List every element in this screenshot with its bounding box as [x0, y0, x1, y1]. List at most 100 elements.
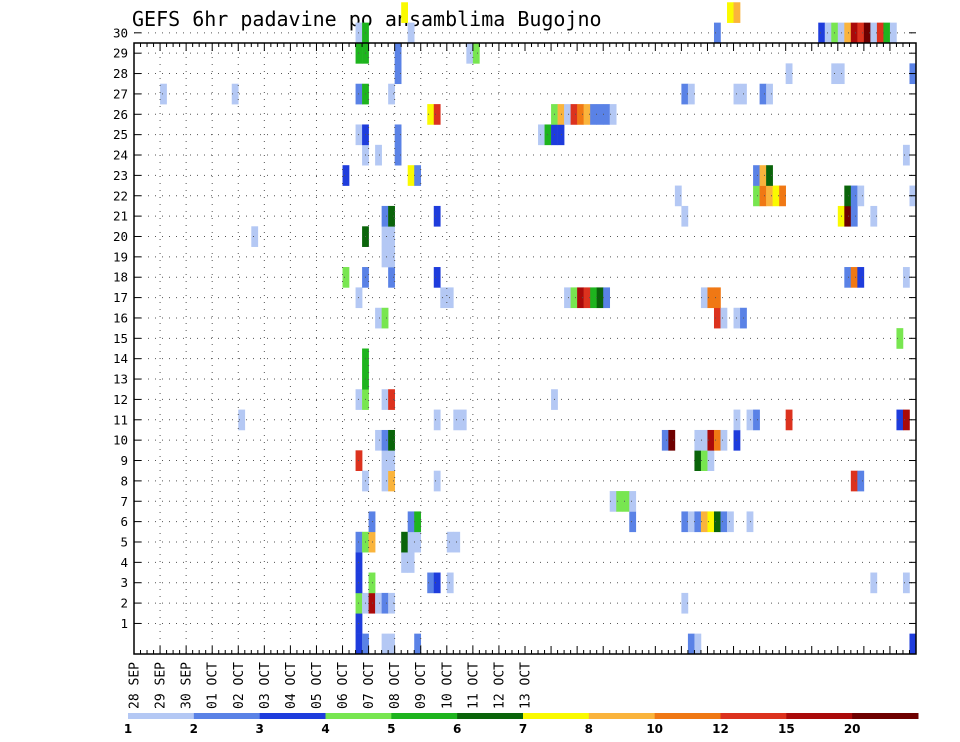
legend-label: 5	[387, 722, 395, 736]
precip-cell	[844, 185, 852, 207]
x-tick-label: 10 OCT	[440, 662, 455, 709]
legend-swatch	[193, 713, 261, 719]
precip-cell	[577, 287, 584, 309]
precip-cell	[902, 144, 910, 166]
precip-cell	[844, 22, 852, 44]
precip-cell	[381, 592, 389, 614]
precip-cell	[694, 429, 702, 451]
y-tick-label: 18	[113, 270, 128, 285]
precip-cell	[427, 104, 435, 125]
precip-cell	[375, 592, 382, 614]
precip-cell	[857, 22, 865, 44]
precip-cell	[700, 429, 708, 451]
x-tick-label: 01 OCT	[206, 662, 221, 709]
legend-label: 1	[124, 722, 132, 736]
legend-swatch	[654, 713, 721, 719]
x-tick-label: 11 OCT	[466, 662, 481, 709]
precip-cell	[401, 2, 408, 23]
precip-cell	[362, 633, 369, 655]
precip-cell	[433, 267, 441, 288]
precip-cell	[472, 43, 480, 64]
precip-cell	[772, 185, 780, 207]
y-tick-label: 23	[113, 168, 128, 183]
precip-cell	[583, 104, 591, 125]
precip-cell	[700, 511, 708, 533]
precip-cell	[401, 552, 408, 573]
precip-cell	[694, 633, 702, 655]
legend-label: 12	[712, 722, 729, 736]
precip-cell	[564, 287, 571, 309]
precip-cell	[388, 246, 395, 268]
precip-cell	[674, 185, 682, 207]
precip-cell	[590, 287, 597, 309]
y-tick-label: 15	[113, 331, 128, 346]
precip-cell	[394, 63, 402, 85]
precip-cell	[759, 83, 767, 105]
precip-cell	[394, 144, 402, 166]
precip-cell	[857, 185, 865, 207]
precip-cell	[759, 165, 767, 186]
precip-cell	[407, 165, 415, 186]
precip-cell	[687, 633, 695, 655]
precip-cell	[414, 531, 422, 553]
legend-swatch	[128, 713, 195, 719]
x-tick-label: 08 OCT	[388, 662, 403, 709]
precip-cell	[388, 633, 395, 655]
precip-cell	[766, 185, 773, 207]
precip-cell	[766, 83, 773, 105]
plot-frame	[133, 42, 917, 655]
precip-cell	[681, 511, 689, 533]
precip-cell	[850, 22, 858, 44]
precip-cell	[433, 205, 441, 227]
precip-cell	[231, 83, 239, 105]
grid-lines	[134, 32, 916, 654]
precip-cell	[863, 22, 871, 44]
y-tick-label: 11	[113, 412, 128, 427]
precip-cell	[355, 633, 363, 655]
y-tick-label: 25	[113, 127, 128, 142]
precip-cell	[394, 124, 402, 146]
legend-swatch	[523, 713, 590, 719]
precip-cell	[700, 450, 708, 471]
y-axis: 1234567891011121314151617181920212223242…	[113, 25, 916, 631]
precip-cell	[375, 307, 382, 329]
legend-swatch	[786, 713, 853, 719]
y-tick-label: 7	[120, 494, 128, 509]
precip-cell	[433, 470, 441, 492]
precip-cell	[381, 246, 389, 268]
precip-cell	[466, 43, 474, 64]
precip-cell	[681, 205, 689, 227]
precip-cell	[388, 429, 395, 451]
precip-cell	[870, 572, 878, 594]
precip-cell	[407, 511, 415, 533]
x-tick-label: 29 SEP	[154, 662, 169, 709]
precip-cell	[433, 104, 441, 125]
precip-cell	[381, 470, 389, 492]
precip-cell	[759, 185, 767, 207]
precip-cell	[394, 43, 402, 64]
x-tick-label: 12 OCT	[492, 662, 507, 709]
precip-cell	[596, 287, 604, 309]
precip-cell	[577, 104, 584, 125]
y-tick-label: 29	[113, 46, 128, 61]
y-tick-label: 12	[113, 392, 128, 407]
x-tick-label: 02 OCT	[232, 662, 247, 709]
y-tick-label: 22	[113, 188, 128, 203]
precip-cell	[902, 267, 910, 288]
precip-cell	[564, 104, 571, 125]
legend-label: 2	[190, 722, 198, 736]
precip-cell	[381, 205, 389, 227]
precip-cell	[720, 307, 728, 329]
precip-cell	[570, 104, 578, 125]
precip-cell	[603, 287, 611, 309]
x-tick-label: 28 SEP	[128, 662, 143, 709]
precip-cell	[850, 267, 858, 288]
precip-cell	[733, 2, 741, 23]
legend-swatch	[259, 713, 326, 719]
y-tick-label: 4	[120, 555, 128, 570]
precip-cell	[446, 287, 454, 309]
precip-cell	[818, 22, 826, 44]
precip-cell	[707, 287, 715, 309]
y-tick-label: 2	[120, 596, 128, 611]
precip-cell	[707, 429, 715, 451]
